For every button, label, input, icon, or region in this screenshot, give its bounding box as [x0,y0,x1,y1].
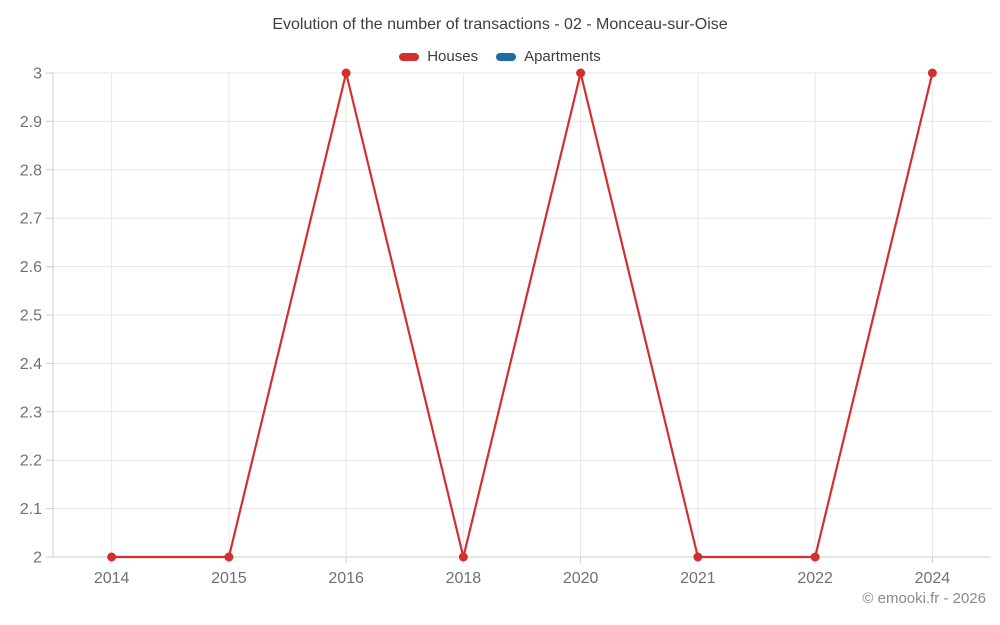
legend-item-houses[interactable]: Houses [399,48,478,65]
data-point-houses-2020[interactable] [576,68,586,78]
legend-label-apartments: Apartments [524,48,601,65]
y-axis-label: 2.3 [20,404,42,421]
y-axis-label: 2 [33,550,42,567]
data-point-houses-2021[interactable] [693,552,703,562]
legend: Houses Apartments [0,48,1000,65]
data-point-houses-2015[interactable] [224,552,234,562]
y-axis-label: 2.6 [20,259,42,276]
legend-item-apartments[interactable]: Apartments [496,48,601,65]
watermark: © emooki.fr - 2026 [862,590,986,607]
houses-swatch-icon [399,52,420,61]
data-point-houses-2014[interactable] [107,552,117,562]
y-axis-label: 2.2 [20,453,42,470]
legend-label-houses: Houses [427,48,479,65]
data-point-houses-2016[interactable] [341,68,351,78]
y-axis-label: 2.9 [20,114,42,131]
x-axis-label: 2014 [94,570,130,587]
y-axis-label: 2.4 [20,356,42,373]
x-axis-label: 2016 [328,570,364,587]
y-axis-label: 2.1 [20,501,42,518]
data-point-houses-2022[interactable] [810,552,820,562]
x-axis-label: 2018 [446,570,482,587]
y-axis-label: 2.7 [20,211,42,228]
x-axis-label: 2022 [797,570,833,587]
y-axis-label: 2.5 [20,308,42,325]
series-line-houses [110,71,934,559]
x-axis-label: 2024 [915,570,951,587]
data-point-houses-2018[interactable] [458,552,468,562]
apartments-swatch-icon [496,52,517,61]
y-axis-label: 2.8 [20,162,42,179]
x-axis-label: 2021 [680,570,716,587]
x-axis-label: 2015 [211,570,247,587]
x-axis-label: 2020 [563,570,599,587]
y-axis-label: 3 [33,66,42,83]
chart-title: Evolution of the number of transactions … [272,16,728,33]
data-point-houses-2024[interactable] [927,68,937,78]
